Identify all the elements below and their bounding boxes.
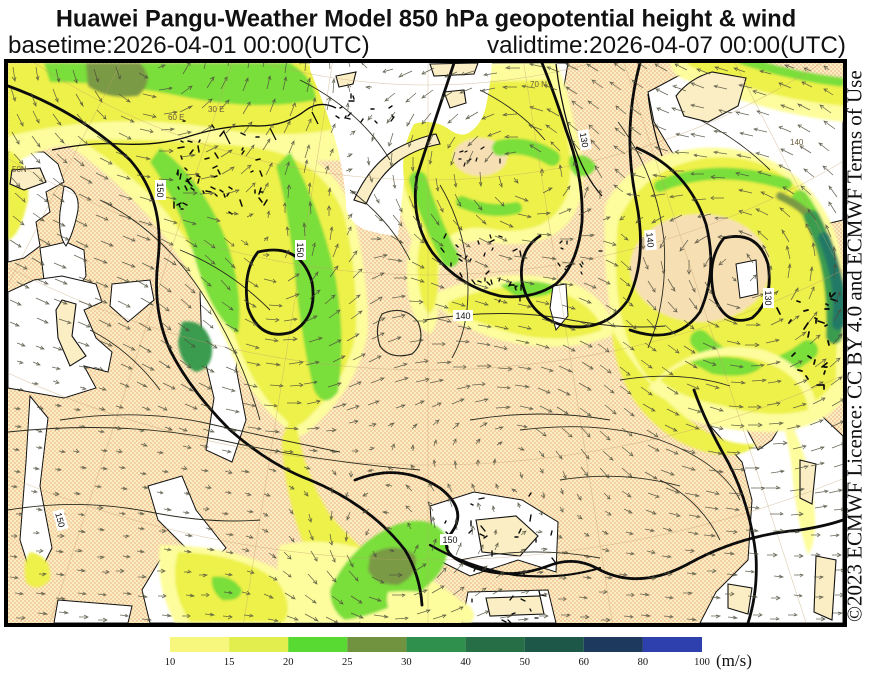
svg-text:130: 130	[578, 132, 590, 149]
svg-text:30 E: 30 E	[208, 105, 224, 114]
svg-text:50: 50	[519, 657, 530, 668]
svg-text:140: 140	[455, 311, 470, 321]
svg-text:60 E: 60 E	[168, 113, 184, 122]
svg-text:validtime:2026-04-07 00:00(UTC: validtime:2026-04-07 00:00(UTC)	[487, 32, 846, 59]
svg-text:100: 100	[694, 657, 710, 668]
svg-text:15: 15	[224, 657, 235, 668]
svg-text:140: 140	[644, 232, 655, 248]
svg-text:150: 150	[442, 535, 457, 545]
svg-text:basetime:2026-04-01 00:00(UTC): basetime:2026-04-01 00:00(UTC)	[8, 32, 370, 59]
svg-text:©2023 ECMWF Licence: CC BY 4.0: ©2023 ECMWF Licence: CC BY 4.0 and ECMWF…	[843, 70, 867, 622]
svg-text:80: 80	[638, 657, 649, 668]
svg-text:150: 150	[155, 182, 165, 197]
svg-text:25: 25	[342, 657, 353, 668]
svg-text:50N: 50N	[12, 165, 27, 174]
svg-text:(m/s): (m/s)	[716, 651, 752, 670]
svg-text:70 N: 70 N	[530, 80, 547, 89]
svg-text:10: 10	[165, 657, 176, 668]
svg-text:Huawei Pangu-Weather Model 850: Huawei Pangu-Weather Model 850 hPa geopo…	[56, 7, 796, 33]
svg-text:60: 60	[579, 657, 590, 668]
svg-text:150: 150	[53, 511, 67, 528]
svg-text:40: 40	[460, 657, 471, 668]
svg-text:130: 130	[763, 290, 773, 305]
svg-text:140: 140	[790, 138, 804, 147]
svg-text:30: 30	[401, 657, 412, 668]
svg-text:20: 20	[283, 657, 294, 668]
svg-text:150: 150	[295, 242, 305, 257]
